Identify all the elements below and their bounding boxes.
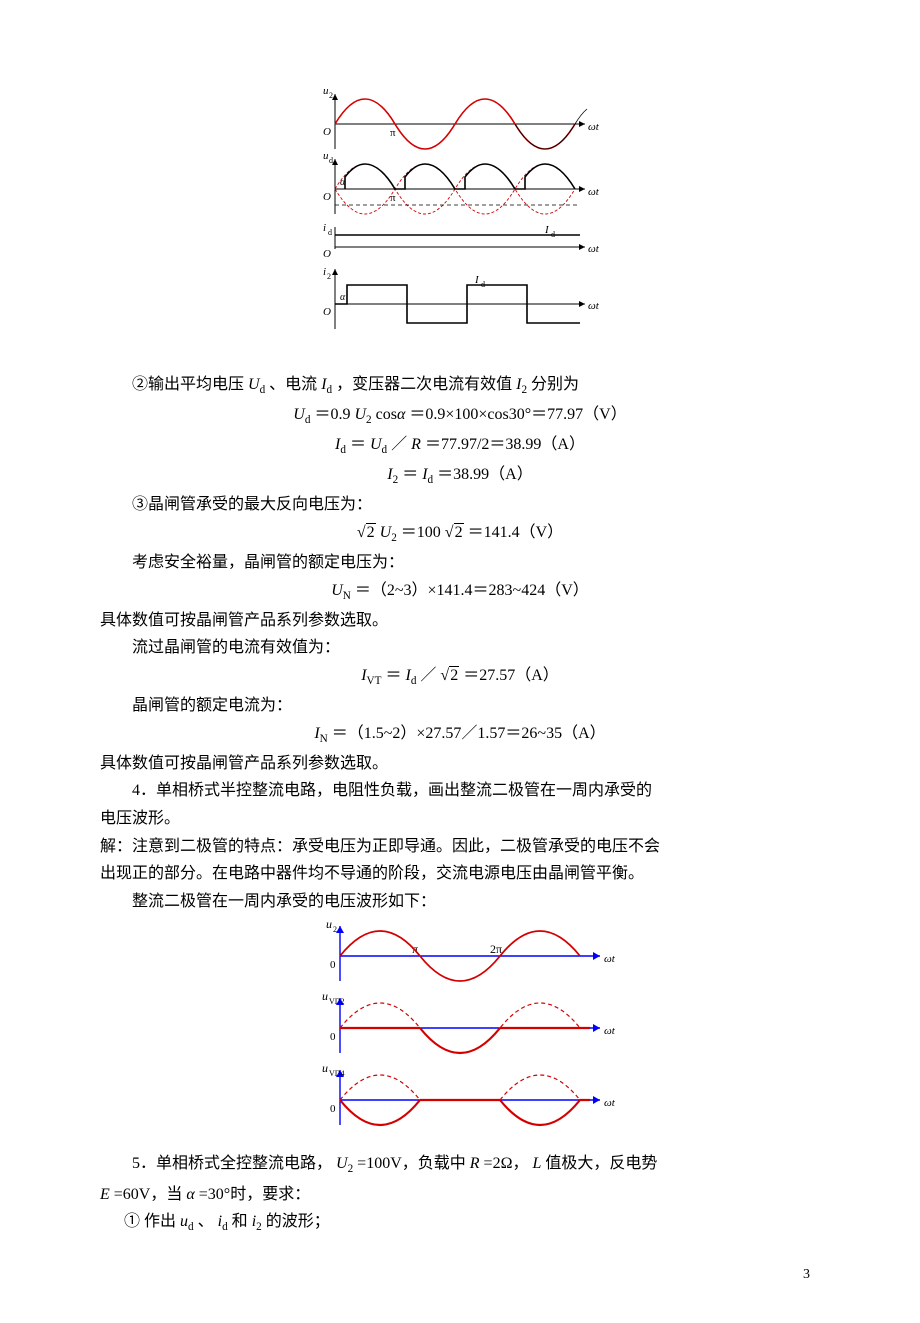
svg-text:2: 2	[327, 272, 331, 281]
line-pick2: 具体数值可按晶闸管产品系列参数选取。	[100, 751, 820, 777]
line-ivt: 流过晶闸管的电流有效值为：	[100, 635, 820, 661]
eq-id: Id ＝ Ud ／ R ＝77.97/2＝38.99（A）	[100, 432, 820, 460]
q5-sub1: ① 作出 ud 、 id 和 i2 的波形；	[100, 1209, 820, 1237]
svg-text:i: i	[323, 222, 326, 234]
eq-ivt: IVT ＝ Id ／ √2 ＝27.57（A）	[100, 663, 820, 691]
line-margin: 考虑安全裕量，晶闸管的额定电压为：	[100, 550, 820, 576]
svg-text:ωt: ωt	[604, 953, 616, 965]
svg-text:ωt: ωt	[604, 1025, 616, 1037]
svg-text:I: I	[544, 224, 550, 236]
svg-text:ωt: ωt	[588, 300, 600, 312]
svg-text:π: π	[390, 192, 396, 204]
line-maxrev: ③晶闸管承受的最大反向电压为：	[100, 492, 820, 518]
svg-text:0: 0	[330, 1103, 336, 1115]
q5-line2: E =60V，当 α =30°时，要求：	[100, 1182, 820, 1208]
eq-ud: Ud ＝0.9 U2 cosα ＝0.9×100×cos30°＝77.97（V）	[100, 402, 820, 430]
svg-text:2: 2	[333, 925, 337, 934]
svg-text:α: α	[340, 292, 346, 303]
svg-text:ωt: ωt	[588, 186, 600, 198]
q5-line1: 5．单相桥式全控整流电路， U2 =100V，负载中 R =2Ω， L 值极大，…	[100, 1151, 820, 1179]
line-pick1: 具体数值可按晶闸管产品系列参数选取。	[100, 608, 820, 634]
svg-text:O: O	[323, 248, 331, 260]
svg-text:u: u	[326, 918, 332, 931]
eq-in: IN ＝（1.5~2）×27.57／1.57＝26~35（A）	[100, 721, 820, 749]
svg-text:2: 2	[329, 91, 333, 100]
q4-line1: 4．单相桥式半控整流电路，电阻性负载，画出整流二极管在一周内承受的	[100, 778, 820, 804]
waveform-svg-2: u 2 0 π 2π ωt u VD2 0 ωt	[290, 918, 630, 1143]
svg-text:i: i	[323, 266, 326, 278]
q4-sol-a: 解：注意到二极管的特点：承受电压为正即导通。因此，二极管承受的电压不会	[100, 834, 820, 860]
svg-text:π: π	[390, 127, 396, 139]
eq-sqrt2u2: √2 U2 ＝100 √2 ＝141.4（V）	[100, 520, 820, 548]
svg-text:VD4: VD4	[329, 1069, 345, 1078]
figure-1: u 2 O π ωt u d O π ωt α	[100, 84, 820, 364]
q4-sol-b: 出现正的部分。在电路中器件均不导通的阶段，交流电源电压由晶闸管平衡。	[100, 861, 820, 887]
eq-un: UN ＝（2~3）×141.4＝283~424（V）	[100, 578, 820, 606]
svg-text:0: 0	[330, 1031, 336, 1043]
svg-text:ωt: ωt	[588, 243, 600, 255]
svg-text:ωt: ωt	[604, 1097, 616, 1109]
svg-text:O: O	[323, 306, 331, 318]
svg-text:O: O	[323, 126, 331, 138]
q4-line2: 电压波形。	[100, 806, 820, 832]
svg-text:O: O	[323, 191, 331, 203]
eq-i2: I2 ＝ Id ＝38.99（A）	[100, 462, 820, 490]
waveform-svg-1: u 2 O π ωt u d O π ωt α	[295, 84, 625, 364]
svg-text:d: d	[328, 228, 332, 237]
svg-text:u: u	[322, 989, 328, 1003]
line-output-avg: ②输出平均电压 Ud 、电流 Id ，变压器二次电流有效值 I2 分别为	[100, 372, 820, 400]
figure-2: u 2 0 π 2π ωt u VD2 0 ωt	[100, 918, 820, 1143]
line-in: 晶闸管的额定电流为：	[100, 693, 820, 719]
svg-text:2π: 2π	[490, 942, 502, 956]
svg-text:ωt: ωt	[588, 121, 600, 133]
svg-text:u: u	[322, 1061, 328, 1075]
svg-text:d: d	[329, 156, 333, 165]
page-number: 3	[100, 1267, 820, 1283]
q4-sol-c: 整流二极管在一周内承受的电压波形如下：	[100, 889, 820, 915]
svg-text:0: 0	[330, 959, 336, 971]
svg-text:VD2: VD2	[329, 997, 345, 1006]
